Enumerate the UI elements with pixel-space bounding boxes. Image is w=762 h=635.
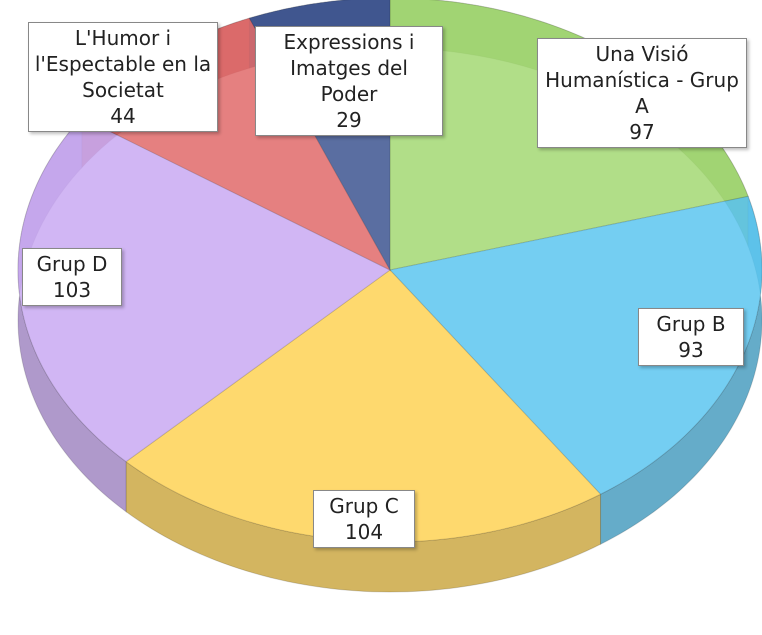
data-label: Una Visió Humanística - Grup A 97 (537, 38, 747, 148)
data-label: L'Humor i l'Espectable en la Societat 44 (28, 22, 218, 132)
pie-slice (17, 116, 391, 463)
slice-name: Expressions i Imatges del Poder (283, 30, 415, 106)
data-label: Expressions i Imatges del Poder 29 (255, 26, 443, 136)
data-label: Grup B 93 (638, 308, 744, 366)
data-label: Grup D 103 (22, 248, 122, 306)
slice-name: Grup D (36, 252, 108, 276)
slice-value: 93 (678, 338, 704, 362)
slice-value: 29 (336, 108, 362, 132)
slice-name: Grup B (656, 312, 726, 336)
slice-name: Grup C (329, 494, 399, 518)
slice-value: 97 (629, 120, 655, 144)
data-label: Grup C 104 (313, 490, 415, 548)
slice-name: L'Humor i l'Espectable en la Societat (34, 26, 212, 102)
slice-value: 104 (344, 520, 384, 544)
slice-value: 103 (52, 278, 92, 302)
slice-value: 44 (110, 104, 136, 128)
slice-name: Una Visió Humanística - Grup A (545, 42, 739, 118)
